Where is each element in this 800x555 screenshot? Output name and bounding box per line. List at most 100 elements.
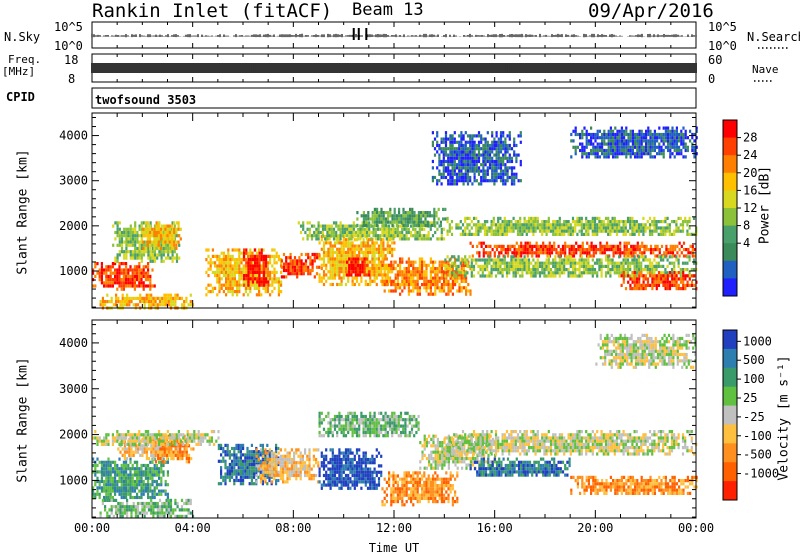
heatmap-cell xyxy=(518,251,520,254)
heatmap-cell xyxy=(162,228,164,231)
heatmap-cell xyxy=(173,221,175,224)
heatmap-cell xyxy=(676,136,678,139)
heatmap-cell xyxy=(420,211,422,214)
heatmap-cell xyxy=(680,268,682,271)
heatmap-cell xyxy=(250,271,252,274)
heatmap-cell xyxy=(480,258,482,261)
heatmap-cell xyxy=(667,284,669,287)
heatmap-cell xyxy=(653,230,655,233)
heatmap-cell xyxy=(315,237,317,240)
heatmap-cell xyxy=(249,290,251,293)
heatmap-cell xyxy=(478,131,480,134)
heatmap-cell xyxy=(128,303,130,306)
heatmap-cell xyxy=(262,287,264,290)
heatmap-cell xyxy=(528,265,530,268)
heatmap-cell xyxy=(94,275,96,278)
heatmap-cell xyxy=(515,265,517,268)
heatmap-cell xyxy=(540,251,542,254)
heatmap-cell xyxy=(136,268,138,271)
heatmap-cell xyxy=(336,254,338,257)
heatmap-cell xyxy=(210,261,212,264)
heatmap-cell xyxy=(343,277,345,280)
heatmap-cell xyxy=(376,221,378,224)
heatmap-cell xyxy=(94,262,96,265)
heatmap-cell xyxy=(353,267,355,270)
heatmap-cell xyxy=(419,257,421,260)
heatmap-cell xyxy=(449,274,451,277)
heatmap-cell xyxy=(311,234,313,237)
heatmap-cell xyxy=(511,251,513,254)
heatmap-cell xyxy=(252,274,254,277)
heatmap-cell xyxy=(619,245,621,248)
heatmap-cell xyxy=(466,258,468,261)
heatmap-cell xyxy=(418,214,420,217)
heatmap-cell xyxy=(411,214,413,217)
heatmap-cell xyxy=(395,273,397,276)
heatmap-cell xyxy=(265,264,267,267)
heatmap-cell xyxy=(520,254,522,257)
heatmap-cell xyxy=(621,133,623,136)
heatmap-cell xyxy=(132,237,134,240)
heatmap-cell xyxy=(325,267,327,270)
heatmap-cell xyxy=(474,157,476,160)
heatmap-cell xyxy=(205,271,207,274)
heatmap-cell xyxy=(271,248,273,251)
heatmap-cell xyxy=(125,275,127,278)
heatmap-cell xyxy=(570,230,572,233)
heatmap-cell xyxy=(408,289,410,292)
heatmap-cell xyxy=(410,280,412,283)
heatmap-cell xyxy=(471,150,473,153)
heatmap-cell xyxy=(413,214,415,217)
heatmap-cell xyxy=(323,251,325,254)
heatmap-cell xyxy=(629,274,631,277)
heatmap-cell xyxy=(250,264,252,267)
heatmap-cell xyxy=(570,271,572,274)
heatmap-cell xyxy=(458,134,460,137)
heatmap-cell xyxy=(403,228,405,231)
heatmap-cell xyxy=(649,226,651,229)
heatmap-cell xyxy=(474,150,476,153)
heatmap-cell xyxy=(454,283,456,286)
heatmap-cell xyxy=(638,226,640,229)
heatmap-cell xyxy=(638,233,640,236)
heatmap-cell xyxy=(613,245,615,248)
heatmap-cell xyxy=(354,248,356,251)
heatmap-cell xyxy=(480,182,482,185)
heatmap-cell xyxy=(530,220,532,223)
heatmap-cell xyxy=(147,225,149,228)
heatmap-cell xyxy=(452,176,454,179)
heatmap-cell xyxy=(658,255,660,258)
heatmap-cell xyxy=(258,268,260,271)
heatmap-cell xyxy=(605,226,607,229)
heatmap-cell xyxy=(389,211,391,214)
heatmap-cell xyxy=(283,266,285,269)
heatmap-cell xyxy=(136,231,138,234)
heatmap-cell xyxy=(475,233,477,236)
heatmap-cell xyxy=(409,208,411,211)
colorbar-tick-label: 4 xyxy=(743,236,750,250)
heatmap-cell xyxy=(676,139,678,142)
heatmap-cell xyxy=(614,226,616,229)
heatmap-cell xyxy=(635,251,637,254)
heatmap-cell xyxy=(123,278,125,281)
heatmap-cell xyxy=(107,284,109,287)
heatmap-cell xyxy=(366,273,368,276)
heatmap-cell xyxy=(464,271,466,274)
heatmap-cell xyxy=(509,144,511,147)
heatmap-cell xyxy=(571,251,573,254)
heatmap-cell xyxy=(561,258,563,261)
heatmap-cell xyxy=(125,253,127,256)
y-tick-label: 3000 xyxy=(59,174,88,188)
heatmap-cell xyxy=(627,133,629,136)
heatmap-cell xyxy=(656,287,658,290)
heatmap-cell xyxy=(477,223,479,226)
colorbar-swatch xyxy=(723,120,737,138)
heatmap-cell xyxy=(318,231,320,234)
heatmap-cell xyxy=(649,136,651,139)
heatmap-cell xyxy=(434,273,436,276)
heatmap-cell xyxy=(156,241,158,244)
heatmap-cell xyxy=(348,231,350,234)
heatmap-cell xyxy=(381,280,383,283)
heatmap-cell xyxy=(507,147,509,150)
heatmap-cell xyxy=(474,160,476,163)
